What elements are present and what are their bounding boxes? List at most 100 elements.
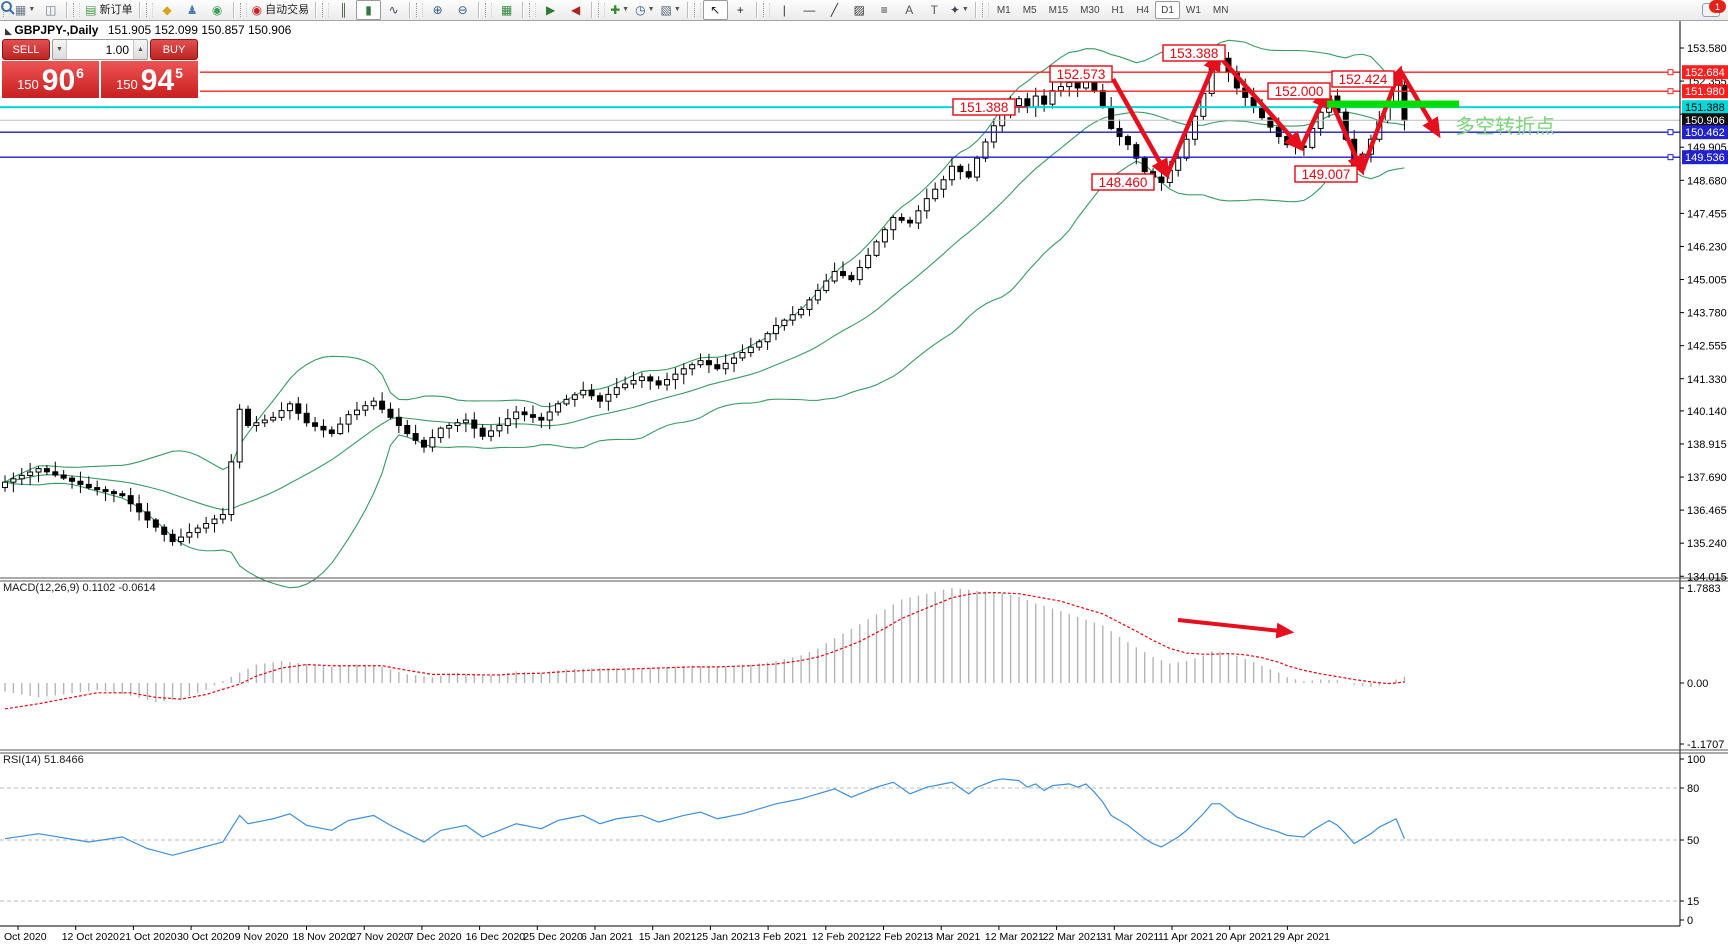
line-handle[interactable] [1667, 88, 1674, 95]
bar-chart-icon-icon: ║ [339, 3, 348, 17]
indicators-button[interactable]: ✚ ▼ [607, 0, 632, 20]
price-tick-label: 134.015 [1687, 571, 1727, 583]
macd-tick-label: 0.00 [1687, 678, 1708, 690]
date-tick-label: 25 Jan 2021 [696, 931, 754, 943]
date-tick-label: 6 Jan 2021 [581, 931, 633, 943]
bar-chart-icon[interactable]: ║ [331, 0, 356, 20]
candlestick-chart-icon[interactable]: ▮ [356, 0, 382, 20]
price-badge-label: 151.388 [1685, 102, 1725, 114]
zoom-in-button[interactable]: ⊕ [425, 0, 450, 20]
community-icon-icon: ♟ [186, 3, 198, 17]
timeframe-d1-button[interactable]: D1 [1155, 1, 1180, 19]
volume-input[interactable]: 1.00 [105, 42, 129, 57]
new-chart-button[interactable]: ▦ ▼ [12, 0, 38, 20]
cursor-button[interactable]: ↖ [702, 0, 728, 20]
timeframe-m15-button[interactable]: M15 [1048, 4, 1069, 16]
price-annotation-box[interactable] [1294, 165, 1358, 183]
text-button[interactable]: A [897, 0, 922, 20]
price-annotation-box[interactable] [1091, 173, 1155, 191]
notifications-icon[interactable]: 1 [1702, 0, 1726, 17]
support-zone-bar[interactable] [1327, 100, 1459, 108]
date-tick-label: 12 Feb 2021 [812, 931, 871, 943]
price-tick-label: 145.005 [1687, 275, 1727, 287]
top-toolbar: ▦ ▼ ◫ ▤ 新订单 ◆ ♟ ◉ ◉ 自动交易 ║ ▮ ∿ ⊕ ⊖ ▦ ▶ ◀ ✚ ▼ ◷ ▼ ▧ ▼ ↖ + | — ╱ ▨ ≡ A T ✦ ▼… [0, 0, 1728, 21]
zoom-out-button[interactable]: ⊖ [450, 0, 475, 20]
price-annotation-box[interactable] [1162, 44, 1226, 62]
price-annotation-label: 149.007 [1302, 167, 1351, 182]
timeframe-m5-button[interactable]: M5 [1022, 4, 1037, 16]
trend-arrow[interactable] [1216, 53, 1305, 152]
horizontal-lines[interactable] [0, 69, 1680, 161]
buy-button[interactable]: BUY [150, 39, 198, 60]
tile-windows-button[interactable]: ▦ [494, 0, 519, 20]
new-order-button[interactable]: ▤ 新订单 [82, 0, 135, 20]
line-handle[interactable] [1667, 69, 1674, 76]
macd-trend-arrow[interactable] [1177, 618, 1295, 639]
timeframe-h4-button[interactable]: H4 [1136, 4, 1150, 16]
price-annotation-box[interactable] [1267, 82, 1331, 100]
periods-button[interactable]: ◷ ▼ [632, 0, 657, 20]
price-badge [1682, 113, 1728, 128]
broadcast-icon[interactable]: ◉ [205, 0, 230, 20]
price-badge [1682, 100, 1728, 115]
volume-control: ▼ 1.00 ▲ [52, 39, 148, 60]
toolbar-separator [478, 2, 480, 18]
vertical-line-button-icon: | [782, 3, 786, 17]
sell-price-main: 90 [41, 64, 76, 97]
trend-arrow[interactable] [1164, 50, 1221, 176]
timeframe-h1-button[interactable]: H1 [1111, 4, 1125, 16]
timeframe-m30-button[interactable]: M30 [1080, 4, 1100, 16]
arrows-button[interactable]: ✦ ▼ [947, 0, 972, 20]
timeframe-w1-button[interactable]: W1 [1185, 4, 1201, 16]
dropdown-caret-icon: ▼ [961, 6, 969, 13]
profiles-button-icon: ◫ [45, 3, 57, 17]
date-tick-label: 30 Oct 2020 [177, 931, 234, 943]
mql5-market-icon-icon: ◆ [162, 3, 172, 17]
crosshair-button[interactable]: + [728, 0, 753, 20]
autotrading-button[interactable]: ◉ 自动交易 [249, 0, 312, 20]
new-order-button-label: 新订单 [99, 4, 133, 16]
profiles-button[interactable]: ◫ [38, 0, 63, 20]
volume-decrease-button[interactable]: ▼ [53, 40, 67, 59]
text-label-button[interactable]: T [922, 0, 947, 20]
timeframe-mn-button[interactable]: MN [1212, 4, 1229, 16]
price-tick-label: 136.465 [1687, 505, 1727, 517]
vertical-line-button[interactable]: | [772, 0, 797, 20]
toolbar-separator [591, 2, 593, 18]
drawn-annotations[interactable]: 多空转折点 151.388 152.573 153.388 148.460 152.000… [952, 44, 1555, 639]
price-badge [1682, 84, 1728, 99]
trendline-button[interactable]: ╱ [822, 0, 847, 20]
candlestick-series [2, 52, 1408, 546]
equidistant-channel-button[interactable]: ▨ [847, 0, 872, 20]
buy-price-pip: 5 [175, 65, 183, 81]
mql5-market-icon[interactable]: ◆ [155, 0, 180, 20]
horizontal-line-button[interactable]: — [797, 0, 822, 20]
sell-price-button[interactable]: 150 90 6 [2, 61, 99, 98]
community-icon[interactable]: ♟ [180, 0, 205, 20]
timeframe-m1-button[interactable]: M1 [996, 4, 1011, 16]
search-icon[interactable] [0, 0, 16, 16]
fibonacci-button[interactable]: ≡ [872, 0, 897, 20]
price-annotation-box[interactable] [1331, 70, 1395, 88]
date-tick-label: 20 Apr 2021 [1216, 931, 1273, 943]
sell-button[interactable]: SELL [2, 39, 50, 60]
turning-point-text[interactable]: 多空转折点 [1455, 114, 1555, 138]
date-tick-label: Oct 2020 [4, 931, 47, 943]
new-chart-button-icon: ▦ [15, 3, 27, 17]
buy-price-button[interactable]: 150 94 5 [101, 61, 198, 98]
auto-scroll-button[interactable]: ▶ [538, 0, 563, 20]
line-chart-icon[interactable]: ∿ [381, 0, 406, 20]
trend-arrow[interactable] [1111, 77, 1170, 180]
chart-shift-button[interactable]: ◀ [563, 0, 588, 20]
date-tick-label: 31 Mar 2021 [1100, 931, 1159, 943]
templates-button[interactable]: ▧ ▼ [658, 0, 684, 20]
line-handle[interactable] [1667, 129, 1674, 136]
volume-increase-button[interactable]: ▲ [133, 40, 147, 59]
trend-arrow[interactable] [1298, 87, 1330, 149]
rsi-tick-label: 100 [1687, 754, 1705, 766]
line-handle[interactable] [1667, 154, 1674, 161]
rsi-line [4, 778, 1406, 856]
price-annotation-box[interactable] [1049, 65, 1113, 83]
buy-price-main: 94 [140, 64, 175, 97]
